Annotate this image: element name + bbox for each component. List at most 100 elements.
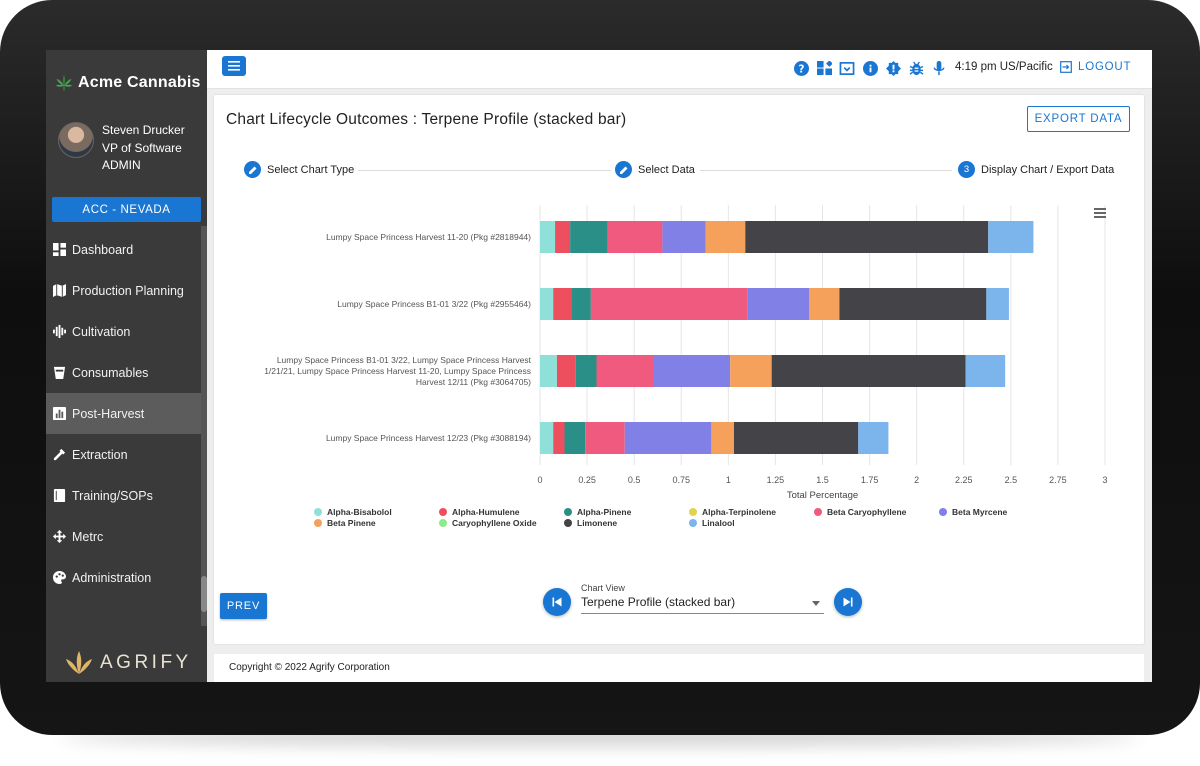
widgets-icon	[816, 60, 832, 75]
sidebar-item-extraction[interactable]: Extraction	[46, 434, 201, 475]
bug-report-button[interactable]	[908, 60, 924, 76]
sidebar-item-administration[interactable]: Administration	[46, 557, 201, 598]
step-select-chart-type[interactable]: Select Chart Type	[240, 161, 359, 178]
move-icon	[53, 530, 66, 543]
chart-view-select[interactable]: Terpene Profile (stacked bar)	[581, 595, 824, 614]
sidebar-item-consumables[interactable]: Consumables	[46, 352, 201, 393]
sidebar-item-label: Cultivation	[72, 324, 131, 339]
chart-context-menu-button[interactable]	[1094, 208, 1106, 220]
bar-segment	[711, 422, 734, 454]
bar-segment	[705, 221, 746, 253]
sidebar-item-training-sops[interactable]: Training/SOPs	[46, 475, 201, 516]
equalizer-icon	[53, 325, 66, 338]
voice-button[interactable]	[931, 60, 947, 76]
step-select-data[interactable]: Select Data	[611, 161, 699, 178]
palette-icon	[53, 571, 66, 584]
export-data-button[interactable]: EXPORT DATA	[1027, 106, 1130, 132]
bar-segment	[662, 221, 706, 253]
legend-label: Beta Myrcene	[952, 507, 1008, 517]
user-profile[interactable]: Steven Drucker VP of Software ADMIN	[58, 122, 185, 175]
sidebar-item-post-harvest[interactable]: Post-Harvest	[46, 393, 201, 434]
logout-icon	[1060, 61, 1072, 73]
step-number: 3	[958, 161, 975, 178]
agrify-leaf-icon	[66, 651, 92, 674]
x-tick-label: 1.25	[767, 475, 785, 485]
logout-button[interactable]: LOGOUT	[1060, 61, 1131, 73]
bar-segment	[540, 355, 557, 387]
step-label: Select Chart Type	[267, 163, 355, 176]
sidebar-item-cultivation[interactable]: Cultivation	[46, 311, 201, 352]
x-tick-label: 1.5	[816, 475, 829, 485]
prev-button[interactable]: PREV	[220, 593, 267, 619]
next-chart-button[interactable]	[834, 588, 862, 616]
legend-marker	[814, 508, 822, 516]
hamburger-icon	[228, 61, 240, 71]
help-button[interactable]: ?	[793, 60, 809, 76]
legend-label: Caryophyllene Oxide	[452, 518, 537, 528]
location-button[interactable]: ACC - NEVADA	[52, 197, 201, 222]
terpene-stacked-bar-chart: 0 0.25 0.5 0.75 1 1.25 1.5 1.75 2 2.25 2.5 2.75 3 Tot…	[264, 205, 1108, 528]
sidebar-item-label: Training/SOPs	[72, 488, 153, 503]
copyright: Copyright © 2022 Agrify Corporation	[229, 662, 390, 673]
step-label: Display Chart / Export Data	[981, 163, 1115, 176]
legend-label: Alpha-Pinene	[577, 507, 632, 517]
info-button[interactable]	[862, 60, 878, 76]
x-tick-label: 2.5	[1005, 475, 1018, 485]
legend-marker	[564, 508, 572, 516]
bar-segment	[572, 288, 591, 320]
bar-segment	[553, 288, 573, 320]
legend-label: Limonene	[577, 518, 617, 528]
x-tick-label: 2	[914, 475, 919, 485]
step-display-chart[interactable]: 3 Display Chart / Export Data	[954, 161, 1119, 178]
legend-label: Beta Caryophyllene	[827, 507, 907, 517]
bar-segment	[540, 288, 554, 320]
current-time: 4:19 pm US/Pacific	[955, 61, 1053, 73]
bar-segment	[809, 288, 840, 320]
category-label: Harvest 12/11 (Pkg #3064705)	[416, 377, 531, 387]
agrify-wordmark: AGRIFY	[100, 652, 192, 673]
bar-segment	[555, 221, 571, 253]
legend-marker	[689, 508, 697, 516]
bar-segment	[986, 288, 1009, 320]
brand: Acme Cannabis	[54, 72, 201, 94]
widgets-button[interactable]	[816, 60, 832, 76]
microphone-icon	[933, 60, 945, 75]
sidebar-item-label: Post-Harvest	[72, 406, 145, 421]
sidebar-item-metrc[interactable]: Metrc	[46, 516, 201, 557]
stepper-connector	[354, 170, 616, 171]
edit-icon	[244, 161, 261, 178]
x-tick-label: 0.75	[672, 475, 690, 485]
sidebar-scrollbar[interactable]	[201, 226, 207, 626]
edit-icon	[615, 161, 632, 178]
bar-segment	[988, 221, 1034, 253]
bar-segment	[590, 288, 748, 320]
x-tick-label: 0.25	[578, 475, 596, 485]
dropdown-arrow-icon	[812, 601, 820, 606]
info-icon	[862, 60, 878, 76]
cannabis-leaf-icon	[55, 74, 73, 91]
user-title: VP of Software	[102, 140, 182, 155]
toolbar-icons: ?	[793, 60, 947, 76]
bar-segment	[564, 422, 586, 454]
tray-button[interactable]	[839, 60, 855, 76]
menu-toggle-button[interactable]	[222, 56, 246, 76]
bar-segment	[540, 422, 554, 454]
agrify-logo: AGRIFY	[64, 650, 192, 676]
x-axis-label: Total Percentage	[787, 490, 858, 501]
sidebar-item-dashboard[interactable]: Dashboard	[46, 229, 201, 270]
sidebar-item-label: Consumables	[72, 365, 149, 380]
alert-button[interactable]	[885, 60, 901, 76]
user-role: ADMIN	[102, 158, 141, 172]
legend-label: Beta Pinene	[327, 518, 376, 528]
app-screen: Acme Cannabis Steven Drucker VP of Softw…	[46, 50, 1152, 682]
bar-segment	[965, 355, 1006, 387]
chart-icon	[53, 407, 66, 420]
first-chart-button[interactable]	[543, 588, 571, 616]
bar-segment	[624, 422, 712, 454]
x-tick-label: 3	[1102, 475, 1107, 485]
legend-marker	[314, 519, 322, 527]
cup-icon	[53, 366, 66, 379]
chart-card: Chart Lifecycle Outcomes : Terpene Profi…	[214, 95, 1144, 644]
sidebar-item-production-planning[interactable]: Production Planning	[46, 270, 201, 311]
bug-icon	[909, 61, 923, 75]
